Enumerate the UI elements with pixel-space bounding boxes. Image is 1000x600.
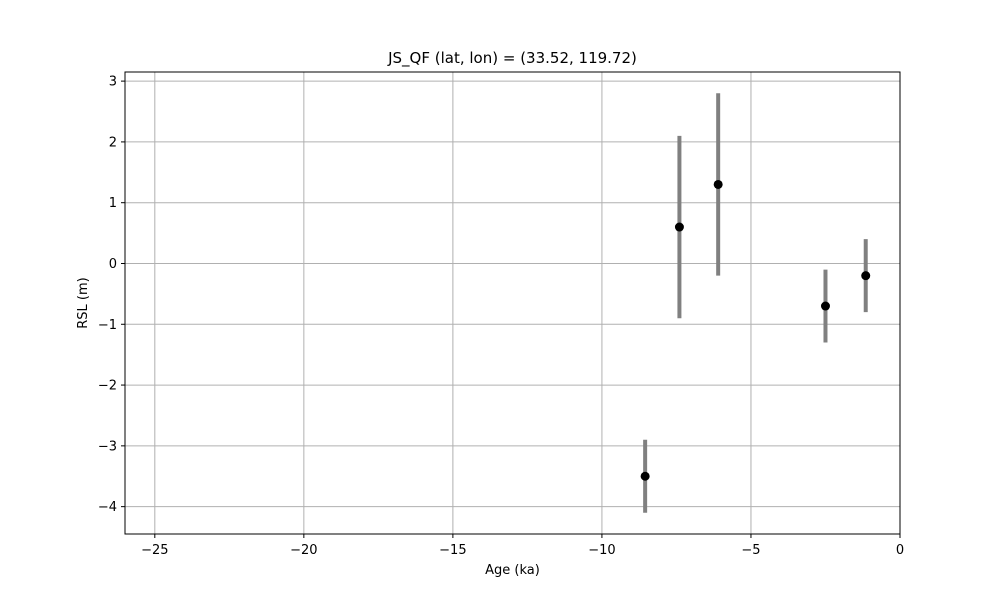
y-tick-label: 2 [109, 135, 117, 150]
data-point [820, 301, 830, 311]
y-tick-label: 3 [109, 75, 117, 90]
y-axis-label: RSL (m) [76, 277, 91, 328]
y-tick-label: 0 [109, 257, 117, 272]
x-axis-label: Age (ka) [485, 563, 540, 578]
x-tick-label: 0 [896, 543, 904, 558]
data-point [674, 222, 684, 232]
data-point [861, 271, 871, 281]
x-tick-label: −25 [141, 543, 168, 558]
data-point [713, 179, 723, 189]
x-tick-label: −20 [290, 543, 317, 558]
x-tick-label: −5 [741, 543, 760, 558]
x-axis-ticks: −25 −20 −15 −10 −5 0 [141, 534, 904, 558]
y-tick-label: −3 [98, 439, 117, 454]
y-tick-label: −1 [98, 318, 117, 333]
plot-frame [124, 71, 901, 535]
x-tick-label: −15 [439, 543, 466, 558]
data-points [640, 179, 871, 481]
data-point [640, 471, 650, 481]
x-tick-label: −10 [588, 543, 615, 558]
y-tick-label: −2 [98, 379, 117, 394]
y-axis-ticks: −4 −3 −2 −1 0 1 2 3 [98, 75, 125, 515]
y-tick-label: −4 [98, 500, 117, 515]
chart-title: JS_QF (lat, lon) = (33.52, 119.72) [387, 49, 637, 68]
y-tick-label: 1 [109, 196, 117, 211]
